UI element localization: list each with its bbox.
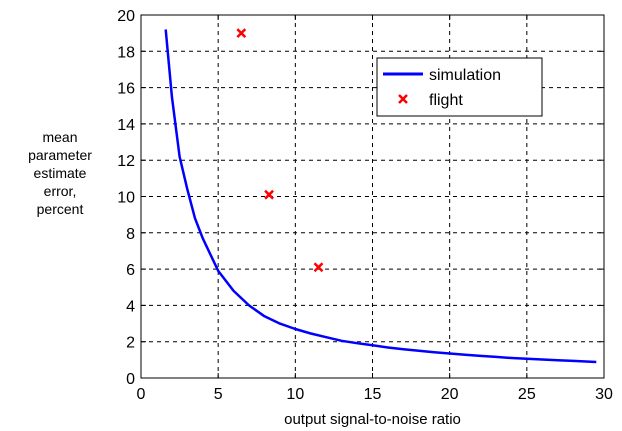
y-tick-label: 0 — [126, 371, 135, 388]
legend-flight-marker — [398, 94, 408, 104]
y-tick-label: 6 — [126, 262, 135, 279]
x-tick-label: 25 — [518, 386, 536, 403]
axis-ticks — [140, 14, 605, 379]
y-tick-label: 8 — [126, 226, 135, 243]
x-tick-label: 5 — [214, 386, 223, 403]
y-tick-label: 2 — [126, 335, 135, 352]
y-tick-label: 4 — [126, 298, 135, 315]
tick-labels: 0 5 10 15 20 25 30 0 2 4 6 8 10 12 14 16 18 20 — [117, 8, 613, 403]
x-tick-label: 30 — [595, 386, 613, 403]
data-point-flight — [313, 262, 324, 273]
x-tick-label: 20 — [441, 386, 459, 403]
x-tick-label: 10 — [286, 386, 304, 403]
y-axis-label-line: parameter — [28, 147, 92, 163]
y-axis-label-line: mean — [42, 129, 78, 145]
y-tick-label: 18 — [117, 44, 135, 61]
y-tick-label: 20 — [117, 8, 135, 25]
y-axis-label: mean parameter estimate error, percent — [0, 128, 120, 218]
series-layer — [164, 28, 597, 364]
legend-flight-x-icon — [398, 94, 408, 104]
legend-flight-label: flight — [429, 92, 463, 109]
y-tick-label: 10 — [117, 190, 135, 207]
y-tick-label: 14 — [117, 117, 135, 134]
y-axis-label-line: error, — [43, 183, 77, 199]
y-axis-label-line: estimate — [33, 165, 87, 181]
x-tick-label: 15 — [364, 386, 382, 403]
data-point-flight — [236, 28, 247, 39]
x-tick-label: 0 — [137, 386, 146, 403]
y-tick-label: 12 — [117, 153, 135, 170]
legend-simulation-label: simulation — [429, 67, 501, 84]
x-axis-label: output signal-to-noise ratio — [284, 411, 461, 428]
y-axis-label-line: percent — [36, 201, 84, 217]
legend: simulation flight — [376, 57, 543, 117]
series-line-simulation — [164, 29, 597, 364]
legend-box — [376, 57, 543, 117]
data-point-flight — [264, 189, 274, 200]
y-tick-label: 16 — [117, 81, 135, 98]
